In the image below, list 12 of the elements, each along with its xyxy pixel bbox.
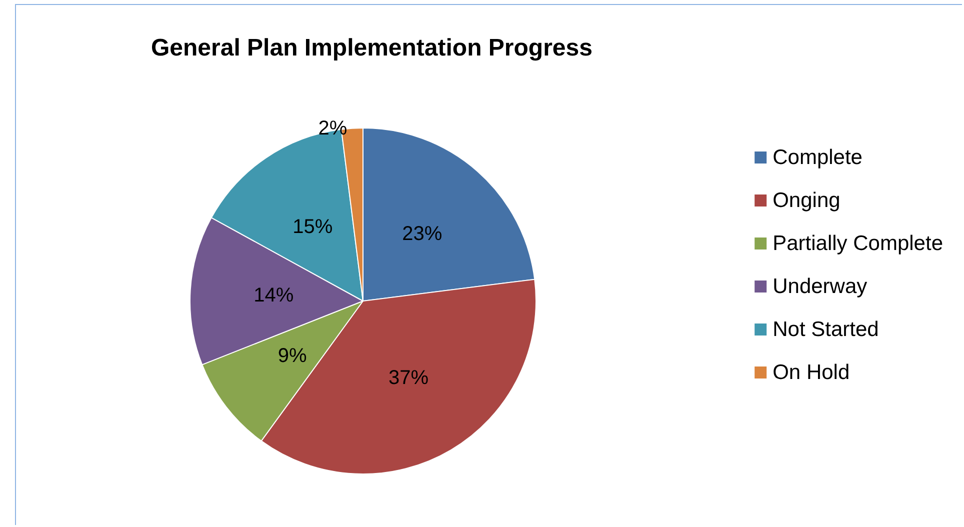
data-label: 23%	[402, 222, 442, 245]
chart-title: General Plan Implementation Progress	[151, 34, 592, 62]
data-label: 37%	[388, 367, 429, 390]
data-label: 9%	[278, 344, 307, 367]
legend-label: On Hold	[772, 361, 850, 384]
legend-label: Not Started	[772, 318, 879, 341]
legend-label: Onging	[772, 189, 840, 212]
legend-label: Partially Complete	[772, 232, 944, 255]
legend-label: Underway	[772, 275, 868, 298]
legend-label: Complete	[772, 146, 862, 169]
data-label: 14%	[254, 284, 294, 306]
data-label: 15%	[292, 216, 333, 238]
